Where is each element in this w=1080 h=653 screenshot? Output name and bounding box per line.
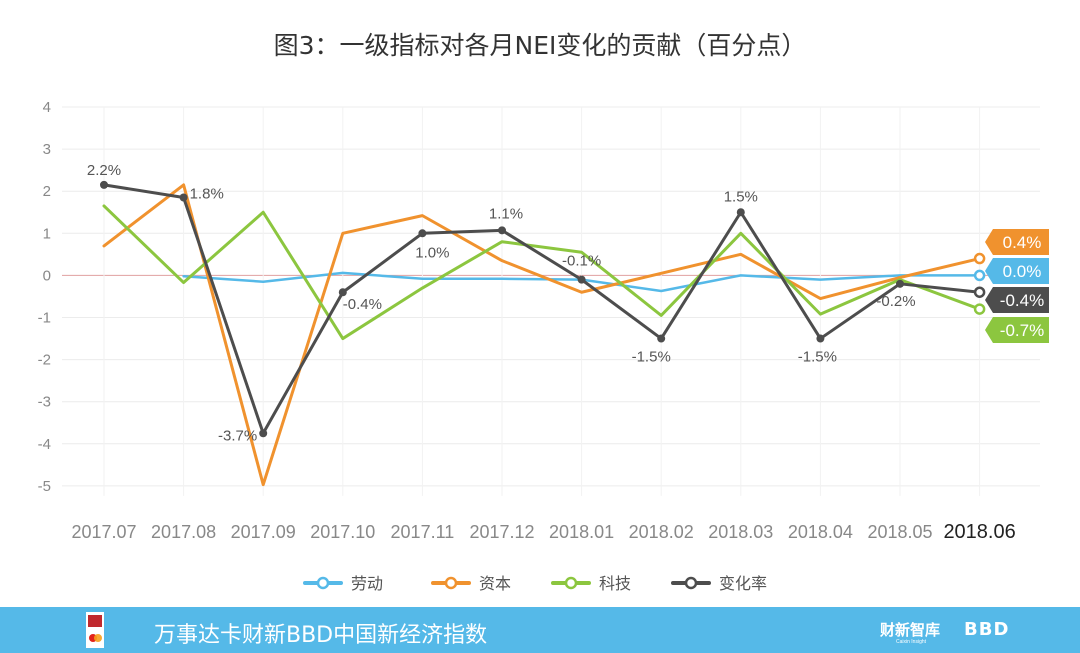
legend-label: 科技: [599, 574, 631, 593]
y-tick-label: 4: [43, 99, 51, 116]
x-tick-label: 2017.10: [310, 522, 375, 542]
y-tick-label: -5: [38, 478, 51, 495]
end-value-tag-bg: [985, 287, 1049, 313]
legend-marker: [444, 576, 458, 590]
legend-marker: [316, 576, 330, 590]
series-point: [498, 226, 506, 235]
x-tick-label: 2017.08: [151, 522, 216, 542]
grid-layer: [62, 106, 1040, 496]
x-tick-label: 2018.04: [788, 522, 853, 542]
end-value-tag-text: 0.4%: [1003, 233, 1042, 252]
data-label: -3.7%: [218, 427, 257, 444]
x-tick-label: 2017.12: [469, 522, 534, 542]
series-end-marker: [973, 303, 986, 315]
series-end-marker: [973, 269, 986, 282]
legend-label: 资本: [479, 574, 511, 593]
legend-item: 资本: [431, 574, 511, 593]
data-label: 1.5%: [724, 188, 758, 205]
end-value-tag-text: -0.7%: [1000, 321, 1044, 340]
series-point: [418, 229, 427, 238]
x-tick-label: 2018.05: [867, 522, 932, 542]
legend-label: 变化率: [719, 574, 767, 593]
data-label-layer: 2.2% 1.8% -3.7% -0.4% 1.0% 1.1% -0.1% -1.5% 1.5%…: [87, 162, 916, 444]
legend-label: 劳动: [351, 574, 383, 593]
legend: 劳动 资本 科技 变化率: [303, 574, 767, 593]
series-point: [100, 180, 108, 189]
end-value-tag: -0.4%: [985, 287, 1049, 313]
series-point: [896, 279, 904, 288]
x-tick-label: 2018.02: [629, 522, 694, 542]
y-tick-label: -4: [38, 436, 51, 453]
legend-item: 科技: [551, 574, 631, 593]
y-tick-label: -1: [38, 310, 51, 327]
y-tick-label: -2: [38, 352, 51, 369]
data-label: -1.5%: [798, 349, 837, 366]
data-label: 1.0%: [415, 244, 449, 261]
x-tick-label: 2018.03: [708, 522, 773, 542]
y-tick-label: 2: [43, 183, 51, 200]
end-value-tag: -0.7%: [985, 317, 1049, 343]
series-point: [338, 288, 347, 297]
data-label: -0.2%: [876, 293, 915, 310]
series-layer: [100, 180, 986, 487]
footer-title: 万事达卡财新BBD中国新经济指数: [154, 623, 488, 648]
series-point: [577, 275, 586, 284]
x-tick-label: 2017.11: [391, 522, 455, 542]
x-tick-label: 2018.06: [943, 521, 1015, 543]
x-tick-label: 2017.07: [71, 522, 136, 542]
legend-item: 变化率: [671, 574, 767, 593]
axis-layer: 4 3 2 1 0 -1 -2 -3 -4 -5 2017.07 2017.08 2017.09 2017…: [38, 99, 1016, 543]
y-tick-label: 3: [43, 141, 51, 158]
end-value-tag: 0.0%: [985, 258, 1049, 284]
data-label: -1.5%: [632, 349, 671, 366]
series-line-2: [102, 204, 982, 341]
caixin-insight-logo: 财新智库: [880, 621, 941, 639]
legend-marker: [564, 576, 578, 590]
series-point: [736, 208, 745, 217]
y-tick-label: 0: [43, 267, 51, 284]
series-end-marker: [973, 252, 986, 265]
caixin-insight-logo-sub: Caixin Insight: [896, 639, 927, 645]
end-value-tag-text: 0.0%: [1003, 262, 1042, 281]
series-point: [259, 429, 268, 438]
nei-logo-icon: [86, 612, 104, 648]
y-tick-label: -3: [38, 394, 51, 411]
data-label: 1.8%: [190, 186, 224, 203]
line-chart: 4 3 2 1 0 -1 -2 -3 -4 -5 2017.07 2017.08 2017.09 2017…: [38, 99, 1049, 593]
series-line-3: [102, 183, 982, 435]
data-label: -0.1%: [562, 253, 601, 270]
x-tick-label: 2018.01: [549, 522, 614, 542]
end-value-tag-bg: [985, 317, 1049, 343]
series-line-1: [102, 183, 982, 487]
series-point: [179, 193, 188, 202]
data-label: 1.1%: [489, 205, 523, 222]
y-tick-label: 1: [43, 225, 51, 242]
series-point: [816, 334, 825, 343]
end-value-tag-bg: [985, 258, 1049, 284]
chart-title: 图3：一级指标对各月NEI变化的贡献（百分点）: [273, 31, 807, 60]
bbd-logo: BBD: [964, 619, 1010, 640]
legend-item: 劳动: [303, 574, 383, 593]
end-value-tag: 0.4%: [985, 229, 1049, 255]
x-tick-label: 2017.09: [231, 522, 296, 542]
end-label-layer: 0.4% 0.0% -0.4% -0.7%: [985, 229, 1049, 343]
data-label: -0.4%: [343, 296, 382, 313]
series-end-marker: [973, 286, 986, 298]
series-point: [657, 334, 666, 343]
end-value-tag-bg: [985, 229, 1049, 255]
legend-marker: [684, 576, 698, 590]
footer-banner: 万事达卡财新BBD中国新经济指数 财新智库 Caixin Insight BBD: [0, 607, 1080, 653]
end-value-tag-text: -0.4%: [1000, 291, 1044, 310]
data-label: 2.2%: [87, 162, 121, 179]
